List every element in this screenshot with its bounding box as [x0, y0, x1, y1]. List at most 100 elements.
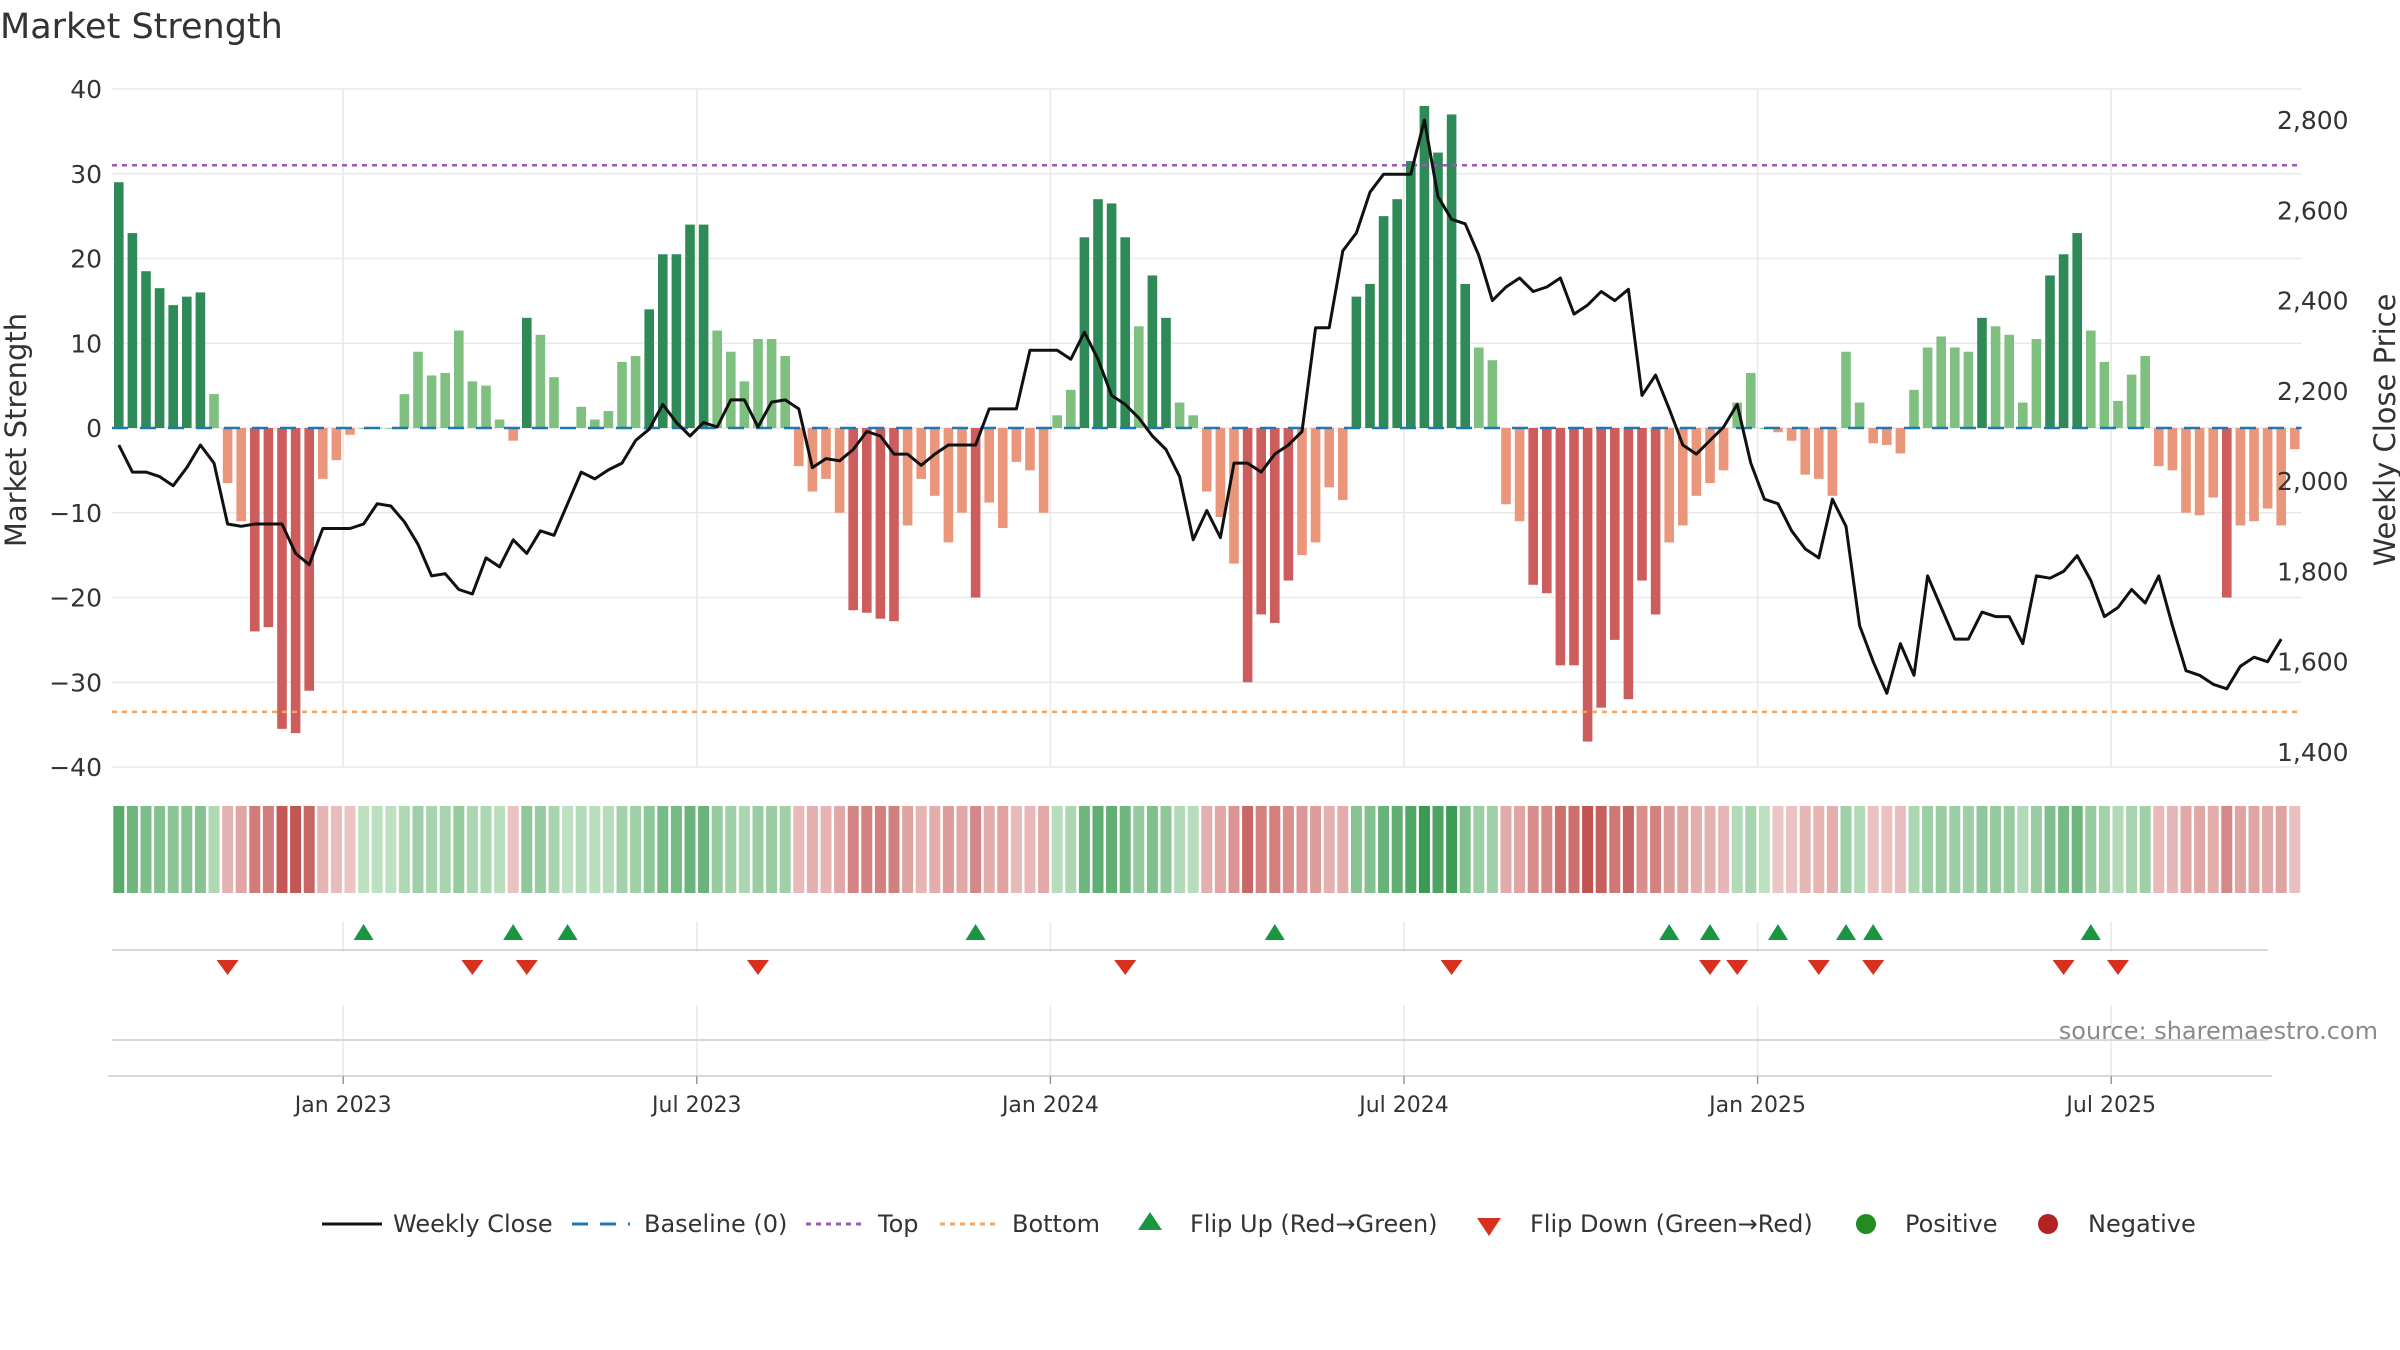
- strength-bar: [1936, 336, 1946, 428]
- strength-bar: [780, 355, 790, 428]
- flip-up-marker: [965, 924, 986, 940]
- heat-cell: [1650, 806, 1662, 893]
- strength-bar: [1705, 428, 1715, 484]
- heat-cell: [521, 806, 533, 893]
- heat-cell: [1854, 806, 1866, 893]
- heat-cell: [1636, 806, 1648, 893]
- legend-positive-swatch: [1856, 1214, 1876, 1234]
- strength-bar: [2072, 233, 2082, 428]
- heat-cell: [766, 806, 778, 893]
- strength-bar: [114, 182, 124, 428]
- heat-cell: [602, 806, 614, 893]
- heat-cell: [1201, 806, 1213, 893]
- legend: Weekly Close Baseline (0) Top Bottom Flip Up…: [322, 1210, 2196, 1238]
- strength-bar: [1378, 216, 1389, 428]
- strength-bar: [2004, 334, 2014, 428]
- strength-bar: [1637, 428, 1647, 581]
- strength-bar: [1582, 428, 1593, 742]
- strength-bar: [603, 411, 614, 428]
- heat-cell: [929, 806, 941, 893]
- heat-cell: [1894, 806, 1906, 893]
- heat-cell: [1704, 806, 1716, 893]
- strength-bar: [739, 381, 750, 428]
- heat-cell: [1242, 806, 1254, 893]
- legend-label: Negative: [2088, 1210, 2196, 1238]
- strength-bar: [508, 428, 518, 441]
- heat-cell: [1337, 806, 1349, 893]
- legend-flip-up-swatch: [1138, 1212, 1162, 1230]
- strength-bar: [998, 428, 1008, 529]
- strength-bar: [1909, 389, 1919, 428]
- strength-bar: [2249, 428, 2259, 522]
- strength-bar: [1678, 428, 1688, 526]
- strength-bar: [304, 428, 314, 691]
- strength-bar: [1242, 428, 1253, 683]
- heat-cell: [1731, 806, 1743, 893]
- strength-bar: [930, 428, 940, 496]
- legend-label: Flip Up (Red→Green): [1190, 1210, 1438, 1238]
- heat-cell: [698, 806, 710, 893]
- heat-cell: [1745, 806, 1757, 893]
- strength-bar: [1746, 372, 1756, 428]
- flip-up-marker: [1836, 924, 1856, 940]
- strength-bar: [1433, 152, 1443, 428]
- heat-cell: [1908, 806, 1920, 893]
- strength-bar: [1718, 428, 1729, 471]
- heat-cell: [1881, 806, 1893, 893]
- heat-cell: [194, 806, 206, 893]
- heat-cell: [1609, 806, 1621, 893]
- heat-cell: [956, 806, 968, 893]
- heat-cell: [330, 806, 342, 893]
- heat-cell: [2017, 806, 2029, 893]
- strength-bar: [658, 254, 668, 428]
- heat-cell: [1378, 806, 1390, 893]
- strength-bar: [1324, 428, 1334, 488]
- heat-cell: [317, 806, 329, 893]
- heat-cell: [1840, 806, 1852, 893]
- heat-cell: [902, 806, 914, 893]
- strength-bar: [617, 361, 627, 428]
- heat-cell: [2289, 806, 2301, 893]
- heat-cell: [1092, 806, 1104, 893]
- strength-bar: [2086, 330, 2096, 428]
- heat-cell: [1622, 806, 1634, 893]
- strength-bar: [848, 428, 858, 611]
- heat-cell: [2098, 806, 2110, 893]
- strength-bar: [481, 385, 491, 428]
- strength-bar: [1514, 428, 1525, 522]
- heat-cell: [2139, 806, 2151, 893]
- chart-title: Market Strength: [0, 7, 283, 47]
- heat-cell: [1568, 806, 1580, 893]
- heat-cell: [2221, 806, 2233, 893]
- strength-bar: [1977, 317, 1987, 428]
- strength-bar: [2045, 275, 2055, 428]
- strength-bar: [2208, 428, 2218, 498]
- heat-cell: [1718, 806, 1730, 893]
- grid-lines: [112, 88, 2302, 1075]
- x-tick-label: Jul 2024: [1357, 1093, 1449, 1118]
- strength-bar: [970, 428, 981, 598]
- strength-heat-strip: [113, 806, 2301, 893]
- strength-bar: [576, 406, 586, 428]
- strength-bar: [821, 428, 831, 479]
- heat-cell: [1078, 806, 1090, 893]
- heat-cell: [154, 806, 166, 893]
- heat-cell: [2085, 806, 2097, 893]
- heat-cell: [657, 806, 669, 893]
- strength-bar: [1882, 428, 1892, 445]
- heat-cell: [358, 806, 370, 893]
- heat-cell: [2262, 806, 2274, 893]
- strength-bar: [1827, 428, 1838, 496]
- strength-bar: [1283, 428, 1294, 581]
- flip-markers: [112, 924, 2268, 1041]
- heat-cell: [222, 806, 234, 893]
- y2-tick-label: 1,600: [2277, 648, 2349, 677]
- heat-cell: [616, 806, 628, 893]
- heat-cell: [1228, 806, 1240, 893]
- y-tick-label: −20: [49, 584, 102, 613]
- legend-label: Flip Down (Green→Red): [1530, 1210, 1813, 1238]
- y2-tick-label: 1,800: [2277, 557, 2349, 586]
- heat-cell: [1799, 806, 1811, 893]
- strength-bar: [1093, 199, 1103, 428]
- heat-cell: [1473, 806, 1485, 893]
